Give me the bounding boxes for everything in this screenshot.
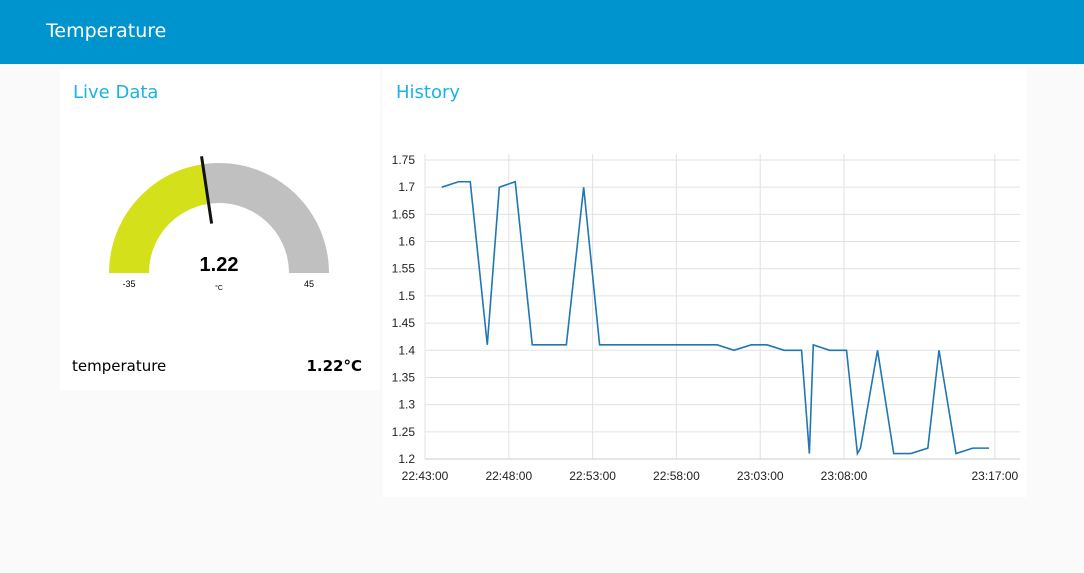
y-tick-label: 1.35 — [392, 370, 416, 384]
gauge-track — [202, 163, 329, 273]
x-tick-label: 22:58:00 — [653, 469, 700, 483]
text-value: 1.22°C — [306, 357, 362, 375]
y-tick-label: 1.75 — [392, 153, 416, 167]
y-tick-label: 1.65 — [392, 207, 416, 221]
x-tick-label: 22:43:00 — [402, 469, 449, 483]
y-tick-label: 1.55 — [392, 262, 416, 276]
y-tick-label: 1.45 — [392, 316, 416, 330]
x-tick-label: 23:08:00 — [821, 469, 868, 483]
header: Temperature — [0, 0, 1084, 64]
card-title: Live Data — [73, 82, 159, 103]
text-label: temperature — [72, 357, 167, 375]
gauge-unit: °C — [215, 284, 223, 292]
gauge-fill — [109, 164, 209, 273]
x-tick-label: 22:48:00 — [485, 469, 532, 483]
y-tick-label: 1.4 — [398, 343, 415, 357]
gauge-needle — [200, 156, 214, 224]
y-tick-label: 1.7 — [398, 180, 415, 194]
y-tick-label: 1.3 — [398, 398, 415, 412]
gauge-max: 45 — [304, 279, 314, 289]
x-tick-label: 23:17:00 — [971, 469, 1018, 483]
x-tick-label: 22:53:00 — [569, 469, 616, 483]
data-line — [441, 180, 989, 457]
x-tick-label: 23:03:00 — [737, 469, 784, 483]
y-tick-label: 1.2 — [398, 452, 415, 466]
card-title: History — [396, 82, 461, 103]
gauge: 1.22 °C -35 45 — [109, 156, 329, 292]
y-tick-label: 1.6 — [398, 235, 415, 249]
y-tick-label: 1.5 — [398, 289, 415, 303]
chart: 1.2 1.25 1.3 1.35 1.4 1.45 1.5 1.55 1.6 1.65 1.7 1.… — [392, 153, 1020, 483]
header-title: Temperature — [46, 20, 167, 42]
gauge-min: -35 — [122, 279, 135, 289]
gauge-value: 1.22 — [200, 254, 239, 276]
live-card: Live Data 1.22 °C -35 45 temperature 1.22°C — [60, 69, 380, 390]
history-card: History 1.2 1.25 1.3 1.35 1.4 1.45 1.5 1.55 1.6 1… — [383, 69, 1027, 497]
y-tick-label: 1.25 — [392, 425, 416, 439]
